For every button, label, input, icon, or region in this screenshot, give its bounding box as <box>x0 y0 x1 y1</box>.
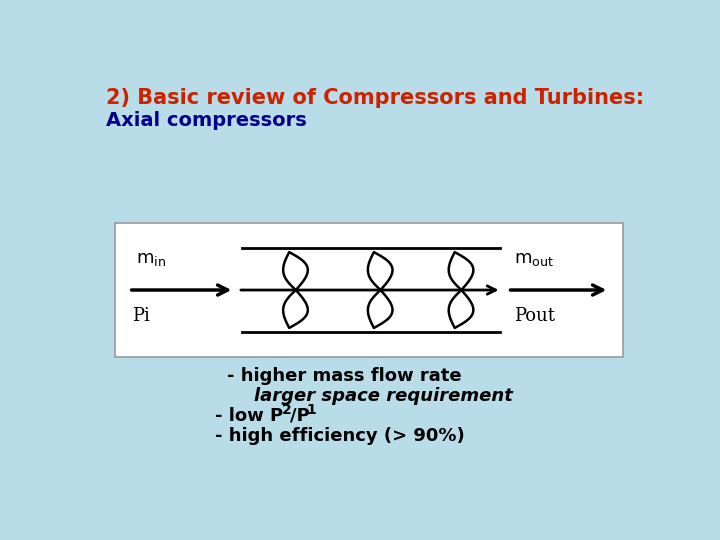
Text: 2: 2 <box>282 403 292 417</box>
Text: - high efficiency (> 90%): - high efficiency (> 90%) <box>215 427 464 445</box>
Text: larger space requirement: larger space requirement <box>253 387 513 404</box>
Text: Axial compressors: Axial compressors <box>106 111 307 130</box>
Text: 2) Basic review of Compressors and Turbines:: 2) Basic review of Compressors and Turbi… <box>106 88 644 108</box>
Text: $\mathsf{m_{out}}$: $\mathsf{m_{out}}$ <box>514 251 554 268</box>
Text: /P: /P <box>289 407 310 424</box>
Text: $\mathsf{m_{in}}$: $\mathsf{m_{in}}$ <box>137 251 166 268</box>
Text: - low P: - low P <box>215 407 283 424</box>
Text: - higher mass flow rate: - higher mass flow rate <box>227 367 462 384</box>
Text: 1: 1 <box>307 403 316 417</box>
Bar <box>115 222 623 357</box>
Text: Pout: Pout <box>514 307 554 325</box>
Text: Pi: Pi <box>132 307 150 325</box>
